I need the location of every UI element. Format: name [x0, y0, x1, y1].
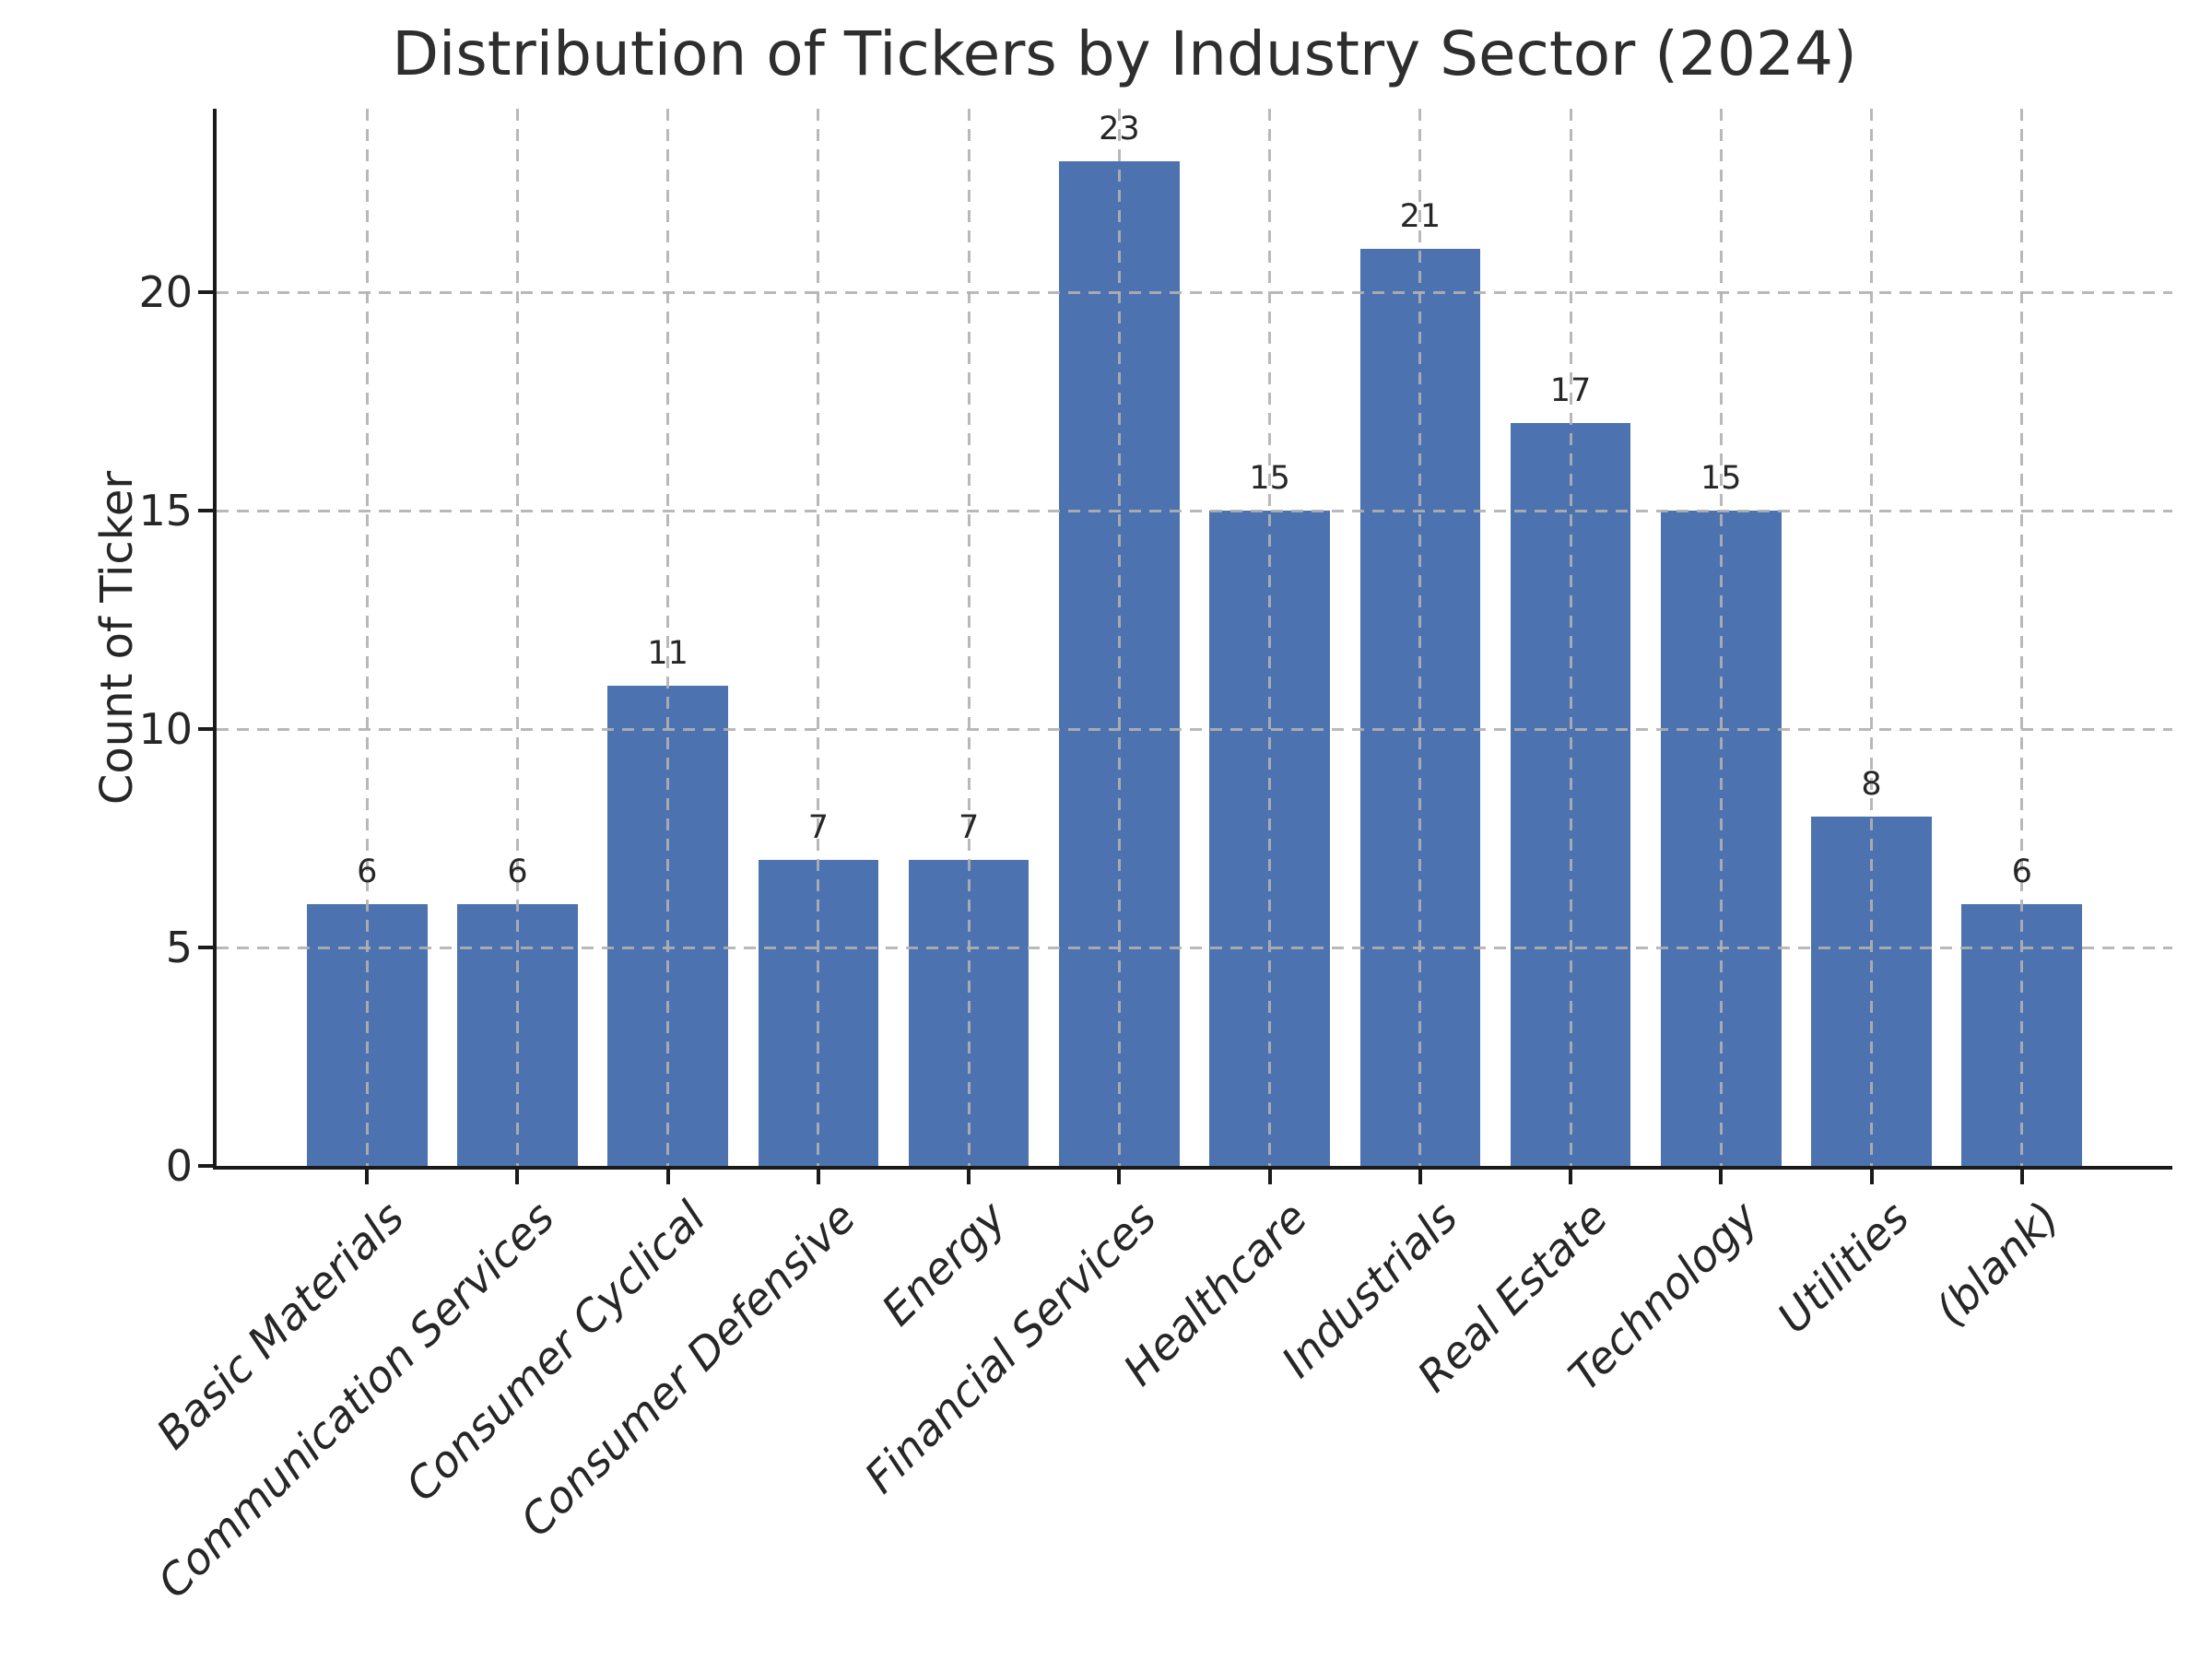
- bar-value-label: 11: [647, 634, 688, 672]
- x-tick-mark: [1869, 1170, 1874, 1184]
- y-tick-label: 0: [165, 1141, 193, 1191]
- gridline-vertical: [666, 109, 670, 1166]
- bar-value-label: 7: [959, 809, 980, 847]
- bar-value-label: 6: [507, 853, 528, 890]
- gridline-vertical: [1870, 109, 1874, 1166]
- x-tick-mark: [1418, 1170, 1422, 1184]
- x-tick-mark: [1117, 1170, 1122, 1184]
- bar-value-label: 15: [1700, 460, 1742, 498]
- gridline-horizontal: [217, 727, 2172, 731]
- bar-value-label: 6: [357, 853, 378, 890]
- y-tick-label: 15: [138, 486, 193, 536]
- x-axis-spine: [213, 1166, 2172, 1170]
- x-tick-mark: [365, 1170, 370, 1184]
- gridline-vertical: [515, 109, 519, 1166]
- x-tick-mark: [515, 1170, 520, 1184]
- gridline-horizontal: [217, 509, 2172, 512]
- bar-value-label: 7: [807, 809, 830, 847]
- gridline-vertical: [365, 109, 369, 1166]
- y-tick-label: 10: [138, 704, 193, 755]
- gridline-vertical: [1117, 109, 1121, 1166]
- x-tick-mark: [816, 1170, 820, 1184]
- chart-title: Distribution of Tickers by Industry Sect…: [392, 18, 1857, 89]
- bar-value-label: 6: [2011, 853, 2032, 890]
- y-tick-mark: [198, 727, 213, 732]
- y-tick-mark: [198, 509, 213, 513]
- bar-value-label: 17: [1549, 372, 1592, 410]
- x-tick-mark: [967, 1170, 971, 1184]
- y-tick-mark: [198, 946, 213, 950]
- gridline-vertical: [1569, 109, 1572, 1166]
- gridline-vertical: [1418, 109, 1422, 1166]
- bar-value-label: 21: [1399, 197, 1441, 235]
- x-tick-mark: [1569, 1170, 1573, 1184]
- bar-value-label: 8: [1861, 765, 1882, 803]
- plot-area: 6 6 11 7 7 23 15 21 17 15 8 6: [217, 109, 2172, 1166]
- y-tick-label: 20: [138, 267, 193, 318]
- bar-value-label: 23: [1099, 110, 1140, 147]
- y-axis-spine: [213, 109, 217, 1170]
- gridline-vertical: [1719, 109, 1723, 1166]
- x-tick-mark: [1719, 1170, 1724, 1184]
- gridline-vertical: [1268, 109, 1272, 1166]
- y-tick-label: 5: [165, 923, 193, 973]
- bar-value-label: 15: [1249, 460, 1290, 498]
- y-tick-mark: [198, 1164, 213, 1168]
- x-tick-mark: [1267, 1170, 1272, 1184]
- gridline-vertical: [967, 109, 971, 1166]
- y-tick-mark: [198, 290, 213, 295]
- x-tick-mark: [2019, 1170, 2024, 1184]
- gridline-vertical: [817, 109, 820, 1166]
- x-tick-mark: [665, 1170, 670, 1184]
- gridline-horizontal: [217, 946, 2172, 949]
- gridline-vertical: [2020, 109, 2024, 1166]
- gridline-horizontal: [217, 290, 2172, 294]
